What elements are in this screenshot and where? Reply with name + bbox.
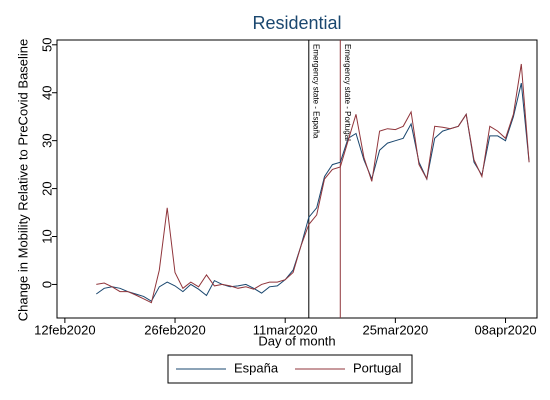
- x-tick-label: 25mar2020: [362, 322, 428, 337]
- series-line: [96, 63, 530, 304]
- x-tick-label: 12feb2020: [34, 322, 95, 337]
- y-tick-label: 50: [39, 38, 54, 52]
- x-tick-label: 08apr2020: [474, 322, 536, 337]
- x-axis-label: Day of month: [258, 333, 335, 348]
- y-tick-label: 30: [39, 133, 54, 147]
- y-tick-label: 20: [39, 181, 54, 195]
- y-tick-label: 40: [39, 85, 54, 99]
- x-tick-label: 26feb2020: [144, 322, 205, 337]
- y-axis-label: Change in Mobility Relative to PreCovid …: [15, 39, 30, 322]
- chart-title: Residential: [252, 13, 341, 33]
- y-tick-label: 0: [39, 281, 54, 288]
- plot-area: [56, 39, 538, 319]
- legend-label: Portugal: [353, 360, 402, 375]
- annotation-label: Emergency state - España: [312, 44, 321, 139]
- annotation-label: Emergency state - Portugal: [343, 44, 352, 141]
- legend-label: España: [234, 360, 279, 375]
- y-tick-label: 10: [39, 229, 54, 243]
- x-tick-label: 11mar2020: [253, 322, 318, 337]
